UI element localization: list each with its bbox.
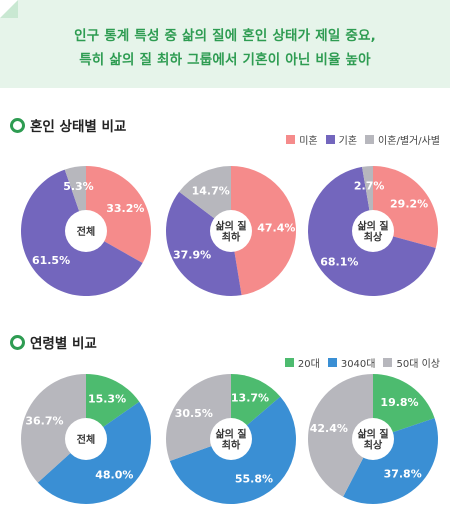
legend-label-married: 기혼 [338, 135, 358, 147]
donut-hole [352, 210, 394, 252]
donut-value-label: 13.7% [231, 392, 269, 405]
header-banner: 인구 통계 특성 중 삶의 질에 혼인 상태가 제일 중요, 특히 삶의 질 최… [0, 0, 450, 88]
donut-hole [65, 210, 107, 252]
donut-center-label: 삶의 질 [357, 428, 388, 441]
donut-value-label: 47.4% [257, 221, 295, 234]
donut-value-label: 48.0% [95, 469, 133, 482]
donut-center-label: 최상 [364, 231, 383, 244]
donut-hole [65, 418, 107, 460]
donut-value-label: 37.8% [384, 468, 422, 481]
bullet-circle-icon [10, 117, 25, 133]
legend-label-single: 미혼 [299, 135, 318, 147]
legend-age: 20대 3040대 50대 이상 [277, 355, 440, 370]
donut-value-label: 36.7% [25, 415, 63, 428]
legend-item-3040s: 3040대 [327, 355, 376, 370]
legend-label-20s: 20대 [297, 358, 320, 370]
donut-center-label: 삶의 질 [215, 220, 246, 233]
legend-swatch-single [286, 134, 296, 144]
donut-center-label: 삶의 질 [215, 428, 246, 441]
donut-slice [307, 374, 373, 497]
legend-label-divorced: 이혼/별거/사별 [378, 135, 440, 147]
donut-slice [166, 191, 242, 296]
donut-value-label: 33.2% [106, 202, 144, 215]
donut-slice [20, 374, 86, 483]
legend-label-3040s: 3040대 [340, 358, 376, 370]
legend-label-50plus: 50대 이상 [396, 358, 440, 370]
donut-value-label: 19.8% [380, 396, 418, 409]
legend-swatch-divorced [365, 134, 375, 144]
donut-value-label: 30.5% [175, 407, 213, 420]
donut-value-label: 29.2% [390, 197, 428, 210]
legend-item-divorced: 이혼/별거/사별 [365, 132, 440, 147]
donut-center-label: 삶의 질 [357, 220, 388, 233]
donut-slice [86, 374, 140, 439]
donut-value-label: 55.8% [235, 472, 273, 485]
legend-swatch-married [325, 134, 335, 144]
section-title-age-text: 연령별 비교 [30, 336, 97, 352]
section-title-marital: 혼인 상태별 비교 [10, 116, 127, 135]
legend-marital: 미혼 기혼 이혼/별거/사별 [278, 132, 440, 147]
bullet-circle-icon [10, 334, 25, 350]
donut-value-label: 37.9% [173, 249, 211, 262]
donut-value-label: 68.1% [320, 256, 358, 269]
legend-item-50plus: 50대 이상 [383, 355, 440, 370]
donut-slice [343, 418, 439, 505]
legend-item-single: 미혼 [286, 132, 318, 147]
donut-value-label: 5.3% [63, 180, 94, 193]
legend-swatch-20s [284, 357, 294, 367]
donut-slice [231, 166, 297, 296]
legend-item-20s: 20대 [284, 355, 320, 370]
header-line-1: 인구 통계 특성 중 삶의 질에 혼인 상태가 제일 중요, [74, 28, 376, 44]
legend-swatch-50plus [383, 357, 393, 367]
donut-value-label: 14.7% [192, 184, 230, 197]
donut-hole [210, 418, 252, 460]
section-title-age: 연령별 비교 [10, 333, 97, 352]
legend-swatch-3040s [327, 357, 337, 367]
donut-value-label: 42.4% [310, 422, 348, 435]
section-title-marital-text: 혼인 상태별 비교 [30, 119, 127, 135]
header-line-2: 특히 삶의 질 최하 그룹에서 기혼이 아닌 비율 높아 [79, 52, 371, 68]
legend-item-married: 기혼 [325, 132, 358, 147]
donut-center-label: 최하 [222, 439, 241, 452]
banner-fold-corner [0, 0, 18, 18]
donut-value-label: 61.5% [32, 254, 70, 267]
donut-value-label: 15.3% [88, 393, 126, 406]
donut-value-label: 2.7% [354, 180, 385, 193]
donut-center-label: 최상 [364, 439, 383, 452]
donut-hole [210, 210, 252, 252]
donut-center-label: 전체 [77, 433, 95, 446]
donut-center-label: 전체 [77, 225, 95, 238]
donut-slice [373, 374, 435, 439]
donut-hole [352, 418, 394, 460]
donut-center-label: 최하 [222, 231, 241, 244]
